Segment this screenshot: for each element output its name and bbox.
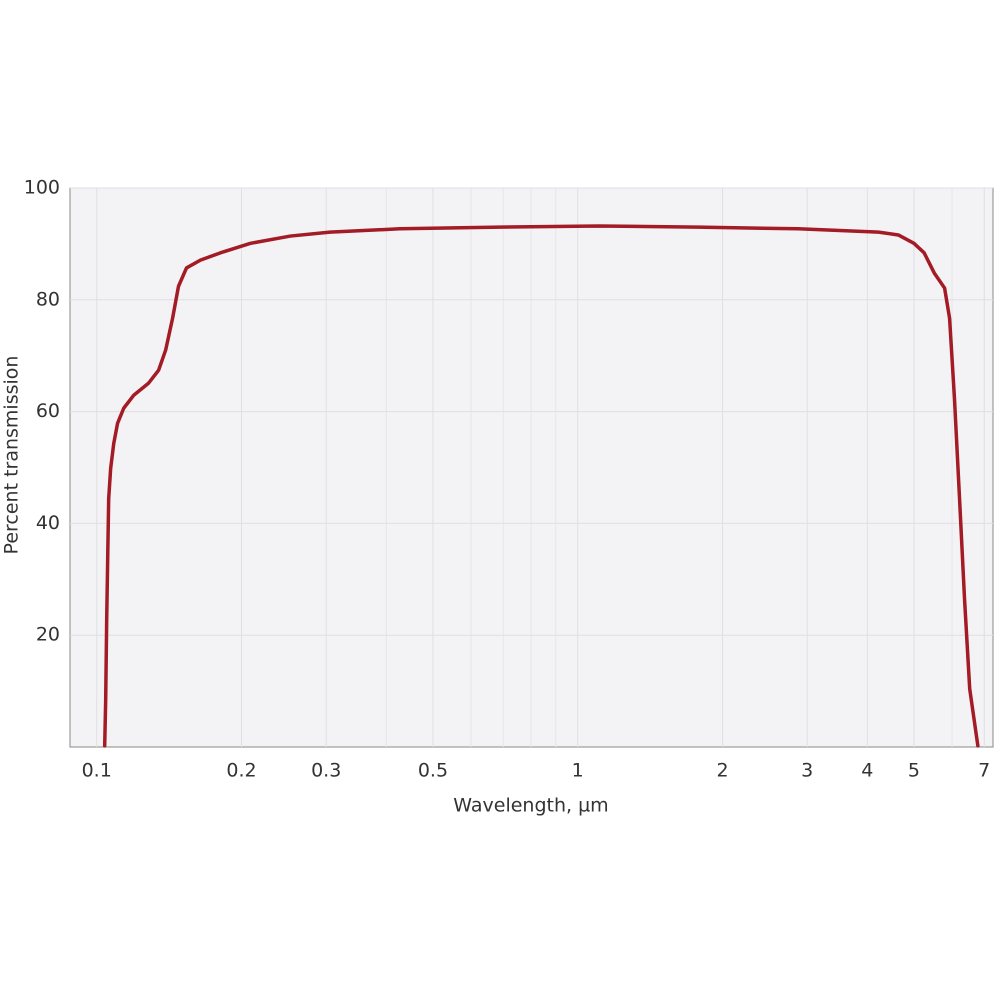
x-tick-label: 2 <box>716 760 728 782</box>
x-tick-label: 3 <box>801 760 813 782</box>
grid <box>70 187 993 747</box>
marks <box>102 224 980 748</box>
x-tick-label: 7 <box>978 760 990 782</box>
y-tick-label: 40 <box>36 512 60 534</box>
x-tick-label: 1 <box>572 760 584 782</box>
y-axis-title: Percent transmission <box>1 356 23 555</box>
x-tick-label: 0.3 <box>311 760 341 782</box>
x-tick-label: 0.5 <box>418 760 448 782</box>
x-tick-label: 0.2 <box>226 760 256 782</box>
x-axis-title: Wavelength, µm <box>453 795 608 817</box>
data-line <box>102 224 980 748</box>
x-tick-label: 4 <box>861 760 873 782</box>
labels: 0.1 0.2 0.3 0.5 1 2 3 4 5 7 20 40 60 80 100 <box>24 177 991 782</box>
y-tick-label: 60 <box>36 400 60 422</box>
x-tick-label: 5 <box>908 760 920 782</box>
y-tick-label: 20 <box>36 624 60 646</box>
y-tick-label: 80 <box>36 288 60 310</box>
x-tick-label: 0.1 <box>82 760 112 782</box>
y-tick-label: 100 <box>24 177 60 199</box>
